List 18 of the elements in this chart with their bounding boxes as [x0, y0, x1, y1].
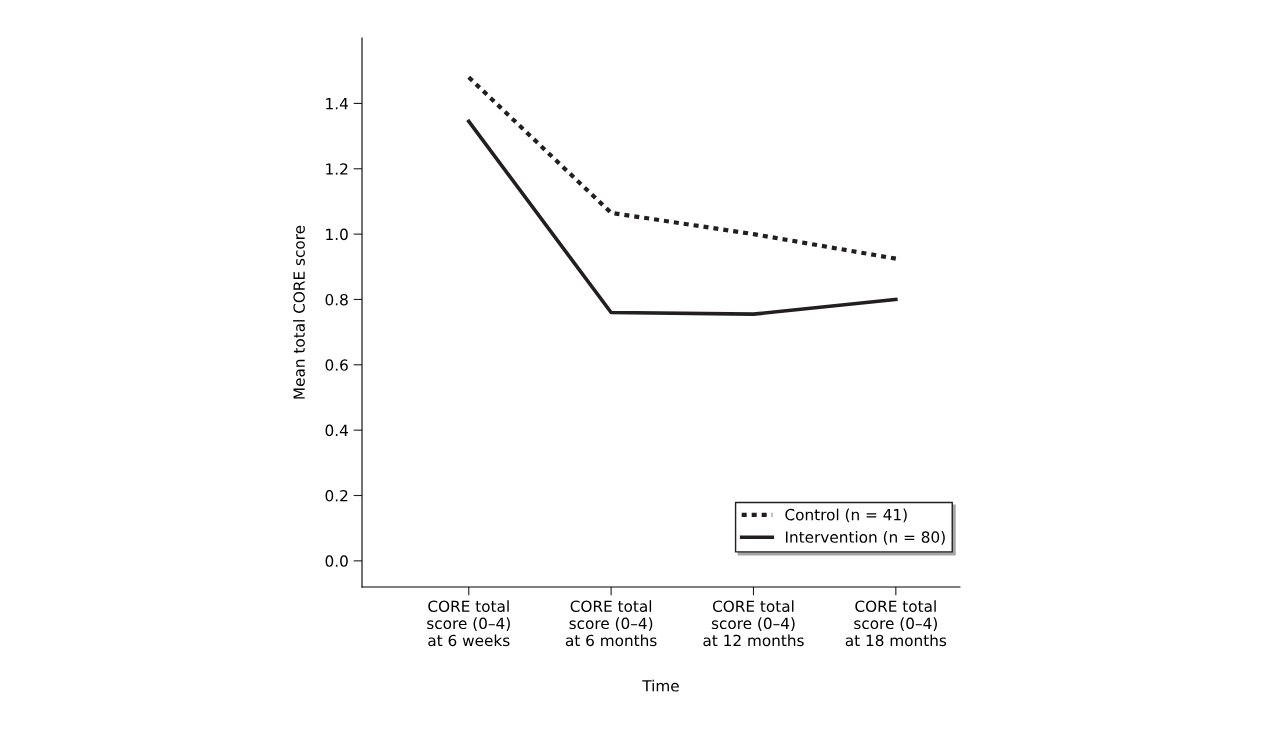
y-tick-label: 0.6: [325, 359, 348, 371]
y-tick-label: 0.4: [325, 424, 348, 437]
y-tick-label: 1.4: [326, 98, 348, 110]
legend-label: Intervention (n = 80): [785, 531, 945, 545]
y-tick-label: 1.0: [326, 228, 348, 241]
line-series: [466, 75, 898, 261]
x-tick-label: CORE total score (0–4) at 6 weeks: [427, 600, 510, 647]
y-tick-label: 0.0: [325, 555, 348, 567]
y-axis-title: Mean total CORE score: [293, 225, 305, 399]
x-tick-label: CORE total score (0–4) at 18 months: [845, 600, 947, 647]
y-tick-label: 1.2: [326, 163, 348, 175]
legend-label: Control (n = 41): [785, 508, 907, 523]
y-tick-label: 0.8: [325, 293, 348, 306]
y-tick-label: 0.2: [325, 489, 348, 502]
x-tick-label: CORE total score (0–4) at 6 months: [565, 600, 657, 647]
x-tick-label: CORE total score (0–4) at 12 months: [703, 600, 804, 647]
line-series: [466, 119, 898, 316]
x-axis-title: Time: [642, 679, 679, 692]
